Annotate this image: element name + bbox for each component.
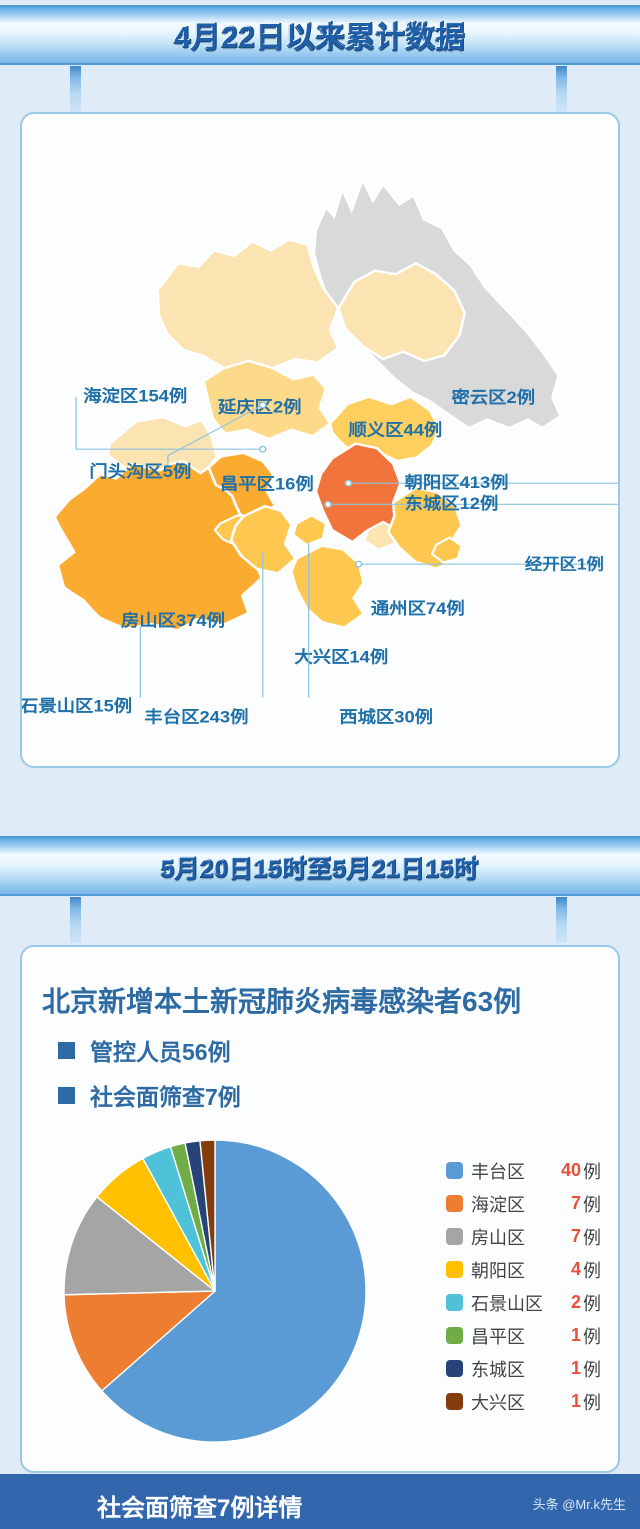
svg-text:东城区12例: 东城区12例 [405, 494, 499, 513]
svg-text:门头沟区5例: 门头沟区5例 [89, 462, 191, 481]
svg-text:石景山区15例: 石景山区15例 [22, 696, 132, 715]
svg-text:海淀区154例: 海淀区154例 [83, 386, 187, 405]
svg-text:房山区374例: 房山区374例 [121, 611, 225, 630]
svg-text:昌平区16例: 昌平区16例 [220, 474, 314, 493]
svg-text:朝阳区413例: 朝阳区413例 [405, 473, 509, 492]
svg-text:顺义区44例: 顺义区44例 [348, 420, 442, 439]
svg-text:经开区1例: 经开区1例 [525, 555, 604, 574]
svg-text:西城区30例: 西城区30例 [339, 707, 433, 726]
svg-text:密云区2例: 密云区2例 [451, 388, 535, 407]
svg-text:通州区74例: 通州区74例 [371, 599, 465, 618]
svg-text:丰台区243例: 丰台区243例 [144, 707, 248, 726]
